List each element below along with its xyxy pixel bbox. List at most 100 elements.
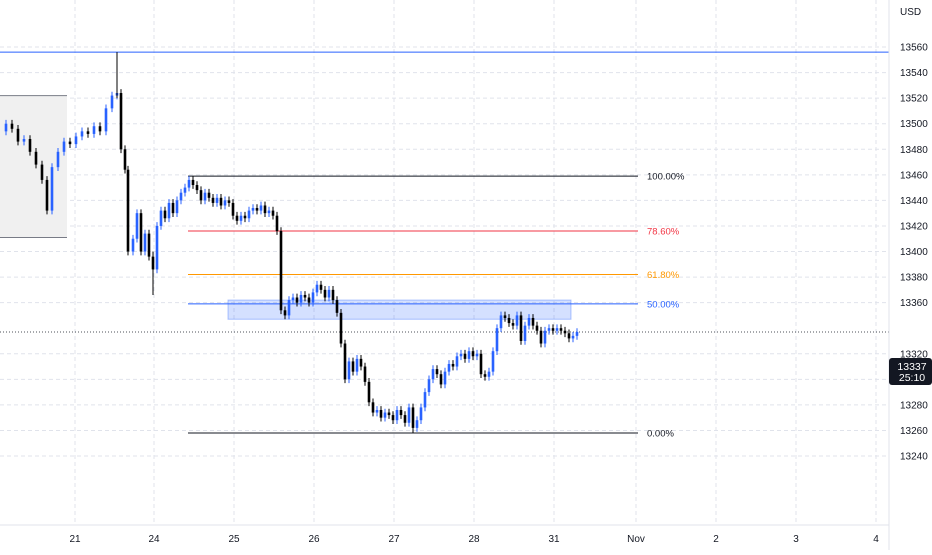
candle-body [559,328,563,331]
candle-body [423,392,427,408]
candle-body [179,192,183,201]
candle-body [74,136,78,145]
candle [251,204,255,215]
candle [139,209,143,256]
candle-body [495,328,499,352]
candle [463,349,467,363]
candle [219,193,223,210]
time-tick-label: Nov [627,534,645,545]
candle-body [10,123,14,129]
candle-body [171,202,175,214]
candle [175,196,179,217]
fib-level-label: 61.80% [647,270,680,281]
candle-body [475,353,479,357]
candle [315,280,319,297]
candle-body [319,284,323,290]
candle [123,145,127,174]
price-tick-label: 13480 [900,145,928,156]
candle-body [359,358,363,367]
candle [479,349,483,379]
candle [391,411,395,425]
candle [563,326,567,338]
candle [483,370,487,381]
candle [126,165,130,256]
time-tick-label: 27 [388,534,400,545]
candle-body [427,379,431,393]
candle-body [155,225,159,270]
time-tick-label: 2 [713,534,719,545]
candle [163,206,167,223]
candle-body [391,415,395,421]
candle-body [339,312,343,344]
candle-body [571,335,575,339]
candle-body [223,200,227,206]
candle [447,360,451,376]
candle [383,408,387,422]
candle-body [323,289,327,298]
candle-body [375,409,379,413]
candle [467,347,471,363]
candle [459,349,463,361]
candle [195,181,199,194]
candle [62,137,66,156]
candle-body [123,149,127,170]
time-tick-label: 4 [873,534,879,545]
candle-body [503,315,507,318]
candle-body [467,351,471,359]
price-tick-label: 13260 [900,426,928,437]
candle-body [219,197,223,206]
candle [143,229,147,256]
candle-body [279,231,283,311]
candle-body [363,366,367,382]
candle-body [159,210,163,226]
candle-body [471,351,475,357]
candle [28,135,32,156]
candle-body [519,315,523,341]
candle [323,286,327,302]
candle [223,196,227,210]
candle [255,204,259,215]
candle-body [143,233,147,252]
fib-level-label: 0.00% [647,428,674,439]
candle [527,314,531,330]
candle-body [407,407,411,423]
zone-boxes [0,95,572,320]
candle-body [56,151,60,168]
price-tick-label: 13540 [900,68,928,79]
candle-body [135,213,139,239]
candle [371,398,375,417]
price-tag-countdown: 25:10 [899,372,925,384]
candle-body [80,131,84,137]
candle [227,196,231,207]
fib-level-label: 50.00% [647,299,680,310]
candle-body [575,332,579,336]
time-tick-label: 26 [308,534,320,545]
candle [339,309,343,348]
candle-body [291,297,295,301]
candle [86,127,90,138]
candle [239,211,243,225]
candle [259,201,263,215]
time-axis[interactable]: 21 24 25 26 27 28 31 Nov 2 3 4 [0,524,889,545]
candle [275,211,279,235]
candle-body [567,333,571,339]
candle-body [415,420,419,428]
candle-body [523,325,527,341]
candle [303,291,307,302]
candle-body [447,363,451,372]
candle-body [499,315,503,329]
candle-body [147,233,151,257]
candle [535,321,539,335]
level-lines: 100.00% 78.60% 61.80% 50.00% 0.00% [0,51,889,439]
candle-body [175,200,179,214]
candle-body [227,200,231,203]
price-axis[interactable]: USD 13560 13540 13520 13500 13480 13460 13440 1… [888,0,928,550]
candle [45,176,49,215]
candle [367,378,371,407]
candle [559,324,563,335]
candle-body [483,374,487,377]
candle [34,147,38,169]
candle-body [119,93,123,150]
